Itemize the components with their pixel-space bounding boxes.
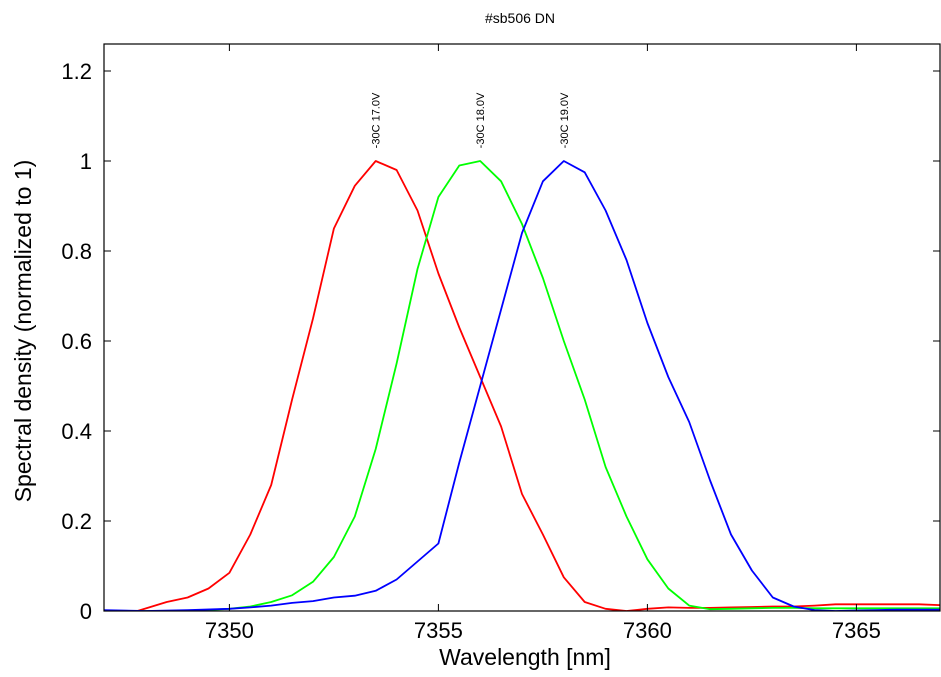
- series-line-3: [104, 160, 940, 611]
- y-tick-label: 1.2: [61, 59, 92, 84]
- series-line-2: [104, 160, 940, 611]
- annotation-1: -30C 17.0V: [371, 92, 383, 148]
- plot-frame: [103, 43, 941, 612]
- x-axis-label: Wavelength [nm]: [439, 644, 611, 670]
- x-tick-label: 7360: [623, 618, 672, 643]
- annotation-2: -30C 18.0V: [475, 92, 487, 148]
- x-tick-label: 7365: [832, 618, 881, 643]
- y-tick-label: 1: [80, 149, 92, 174]
- y-tick-label: 0.6: [61, 329, 92, 354]
- y-tick-label: 0.8: [61, 239, 92, 264]
- x-tick-label: 7355: [414, 618, 463, 643]
- x-tick-label: 7350: [205, 618, 254, 643]
- annotation-3: -30C 19.0V: [559, 92, 571, 148]
- plot-area: -30C 17.0V -30C 18.0V -30C 19.0V: [104, 92, 940, 611]
- y-tick-label: 0: [80, 599, 92, 624]
- y-tick-label: 0.4: [61, 419, 92, 444]
- chart-title: #sb506 DN: [485, 10, 555, 26]
- y-axis-label: Spectral density (normalized to 1): [10, 160, 36, 503]
- axis-ticks: 7350 7355 7360 7365 0 0.2 0.4 0.6 0.8 1 1.2: [61, 44, 940, 643]
- series-line-1: [104, 160, 940, 611]
- y-tick-label: 0.2: [61, 509, 92, 534]
